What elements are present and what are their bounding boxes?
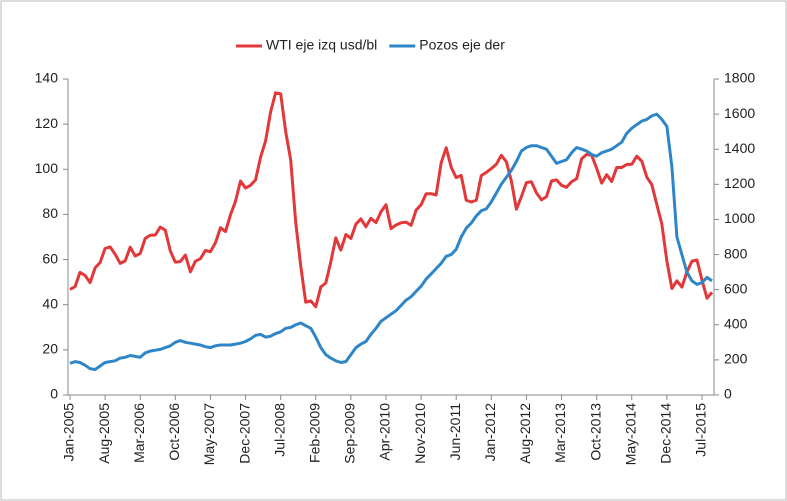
x-tick-label: Sep-2009 — [342, 403, 358, 464]
y-tick-label: 100 — [35, 160, 59, 176]
x-tick-label: Oct-2006 — [166, 403, 182, 461]
x-tick-label: Apr-2010 — [377, 403, 393, 461]
x-tick-label: May-2014 — [622, 403, 638, 465]
x-tick-label: Dec-2014 — [658, 403, 674, 464]
y2-tick-label: 600 — [724, 280, 748, 296]
y-tick-label: 80 — [42, 205, 58, 221]
x-tick-label: Jan-2012 — [482, 403, 498, 462]
y2-tick-label: 1000 — [724, 210, 755, 226]
x-tick-label: Aug-2005 — [96, 403, 112, 464]
legend-label: WTI eje izq usd/bl — [266, 37, 377, 53]
x-tick-label: Jun-2011 — [447, 403, 463, 461]
series-line — [69, 91, 714, 309]
y2-tick-label: 0 — [724, 386, 732, 402]
y2-tick-label: 1800 — [724, 70, 755, 86]
y-tick-label: 40 — [42, 295, 58, 311]
x-tick-label: Nov-2010 — [412, 403, 428, 464]
y-tick-label: 20 — [42, 341, 58, 357]
y-tick-label: 120 — [35, 115, 59, 131]
x-tick-label: Jan-2005 — [61, 403, 77, 462]
x-tick-label: Jul-2008 — [271, 403, 287, 457]
y2-tick-label: 800 — [724, 245, 748, 261]
y2-tick-label: 200 — [724, 351, 748, 367]
x-tick-label: Dec-2007 — [236, 403, 252, 464]
x-tick-label: Jul-2015 — [693, 403, 709, 457]
x-tick-label: Mar-2006 — [131, 403, 147, 463]
y2-tick-label: 400 — [724, 315, 748, 331]
legend-label: Pozos eje der — [419, 37, 505, 53]
y2-tick-label: 1200 — [724, 175, 755, 191]
x-tick-label: Mar-2013 — [552, 403, 568, 463]
x-tick-label: Feb-2009 — [306, 403, 322, 463]
x-tick-label: Aug-2012 — [517, 403, 533, 464]
y2-tick-label: 1400 — [724, 140, 755, 156]
y-tick-label: 60 — [42, 250, 58, 266]
y2-tick-label: 1600 — [724, 105, 755, 121]
series-line — [69, 112, 713, 371]
y-tick-label: 0 — [50, 386, 58, 402]
x-tick-label: Oct-2013 — [587, 403, 603, 461]
x-tick-label: May-2007 — [201, 403, 217, 465]
y-tick-label: 140 — [35, 70, 59, 86]
